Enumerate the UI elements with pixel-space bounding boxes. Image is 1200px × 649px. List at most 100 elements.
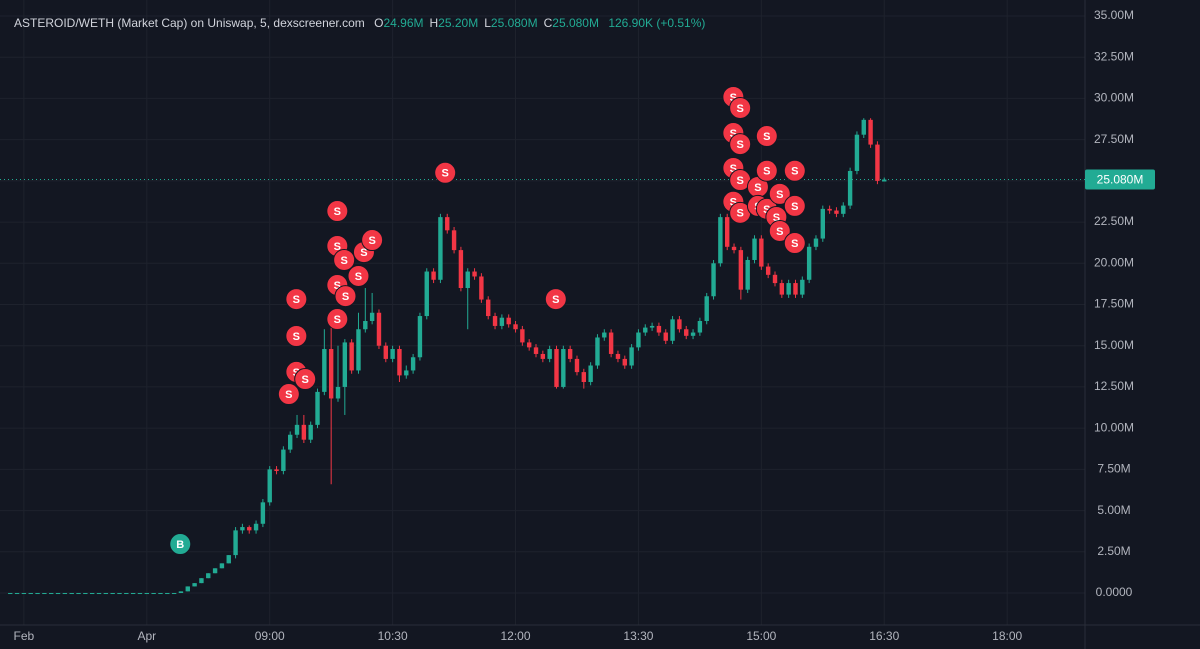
candle-body — [533, 347, 539, 354]
last-price-label: 25.080M — [1097, 173, 1144, 187]
trade-marker-label: S — [754, 182, 761, 194]
candle-body — [636, 332, 641, 348]
candle-body — [574, 358, 580, 373]
trade-marker-label: S — [737, 175, 744, 187]
x-tick-label: 13:30 — [623, 629, 653, 643]
trade-marker — [768, 182, 791, 205]
y-tick-label: 5.00M — [1097, 503, 1130, 517]
y-tick-label: 12.50M — [1094, 379, 1134, 393]
trade-marker-label: S — [293, 331, 300, 343]
y-tick-label: 2.50M — [1097, 544, 1130, 558]
candle-body — [458, 250, 464, 289]
candle-body — [315, 391, 320, 425]
candle-body — [820, 208, 825, 239]
candle-body — [89, 593, 95, 595]
candle-body — [233, 530, 238, 556]
last-price-box — [1085, 169, 1155, 190]
candle-body — [96, 593, 102, 595]
trade-marker — [783, 232, 806, 255]
candle-body — [328, 349, 334, 399]
trade-marker — [783, 159, 806, 182]
trade-marker — [326, 200, 349, 223]
candle-body — [438, 217, 443, 280]
x-tick-label: 18:00 — [992, 629, 1022, 643]
trade-marker-label: S — [442, 168, 449, 180]
legend-value: 25.20M — [438, 16, 479, 30]
candle-body — [404, 370, 409, 376]
candle-body — [185, 586, 190, 592]
candle-body — [595, 337, 600, 366]
candle-body — [813, 238, 819, 247]
trade-marker-label: S — [776, 226, 783, 238]
candle-body — [335, 386, 341, 399]
trade-marker-label: S — [730, 197, 737, 209]
candle-body — [492, 316, 498, 326]
trade-marker-label: S — [334, 241, 341, 253]
candle-body — [806, 246, 812, 280]
candle-body — [212, 568, 218, 574]
candle-body — [622, 358, 627, 366]
candle-body — [479, 276, 484, 300]
candle-body — [588, 365, 593, 382]
trade-marker-label: S — [791, 166, 798, 178]
candle-body — [390, 349, 395, 359]
trade-marker — [294, 368, 317, 391]
candle-body — [677, 319, 682, 330]
candle-body — [294, 424, 300, 435]
trade-marker — [169, 533, 192, 556]
candle-body — [76, 593, 81, 595]
candle-body — [779, 283, 785, 295]
legend-key: C — [543, 16, 553, 30]
candle-body — [663, 332, 668, 341]
candle-body — [349, 342, 354, 371]
trade-marker-label: S — [737, 208, 744, 220]
candle-body — [738, 250, 744, 290]
candle-body — [281, 449, 286, 472]
x-tick-label: 16:30 — [869, 629, 899, 643]
trade-marker-label: S — [355, 271, 362, 283]
candle-body — [151, 593, 156, 595]
candle-body — [49, 593, 54, 595]
candle-body — [725, 217, 730, 247]
x-tick-label: 15:00 — [746, 629, 776, 643]
x-tick-label: Feb — [14, 629, 35, 643]
trade-marker-label: S — [360, 247, 367, 259]
candle-body — [130, 593, 136, 595]
candle-body — [287, 434, 293, 450]
candle-body — [28, 593, 33, 595]
candle-body — [21, 593, 27, 595]
candle-body — [486, 299, 491, 317]
candle-body — [656, 325, 662, 333]
candle-body — [117, 593, 122, 595]
candle-body — [465, 271, 470, 289]
candle-body — [643, 327, 648, 333]
y-tick-label: 0.0000 — [1096, 585, 1133, 599]
x-tick-label: 10:30 — [378, 629, 408, 643]
trade-marker-label: S — [791, 238, 798, 250]
candle-body — [8, 593, 13, 595]
candle-body — [158, 593, 163, 595]
candle-body — [83, 593, 88, 595]
trade-marker — [277, 383, 300, 406]
trade-marker-label: S — [730, 128, 737, 140]
candle-body — [308, 424, 313, 440]
candle-body — [240, 527, 245, 531]
candle-body — [253, 523, 259, 531]
trade-marker-label: S — [334, 206, 341, 218]
y-tick-label: 17.50M — [1094, 297, 1134, 311]
trade-marker-label: S — [334, 280, 341, 292]
candle-body — [690, 332, 696, 336]
candle-body — [765, 266, 771, 275]
candle-body — [861, 119, 866, 135]
trade-marker — [285, 288, 308, 311]
trade-marker-label: S — [302, 374, 309, 386]
trade-marker-label: S — [773, 212, 780, 224]
legend-key: H — [429, 16, 439, 30]
candle-body — [793, 283, 798, 295]
trade-marker — [334, 285, 357, 308]
candle-body — [110, 593, 115, 595]
trade-marker — [755, 125, 778, 148]
candle-body — [472, 271, 477, 277]
